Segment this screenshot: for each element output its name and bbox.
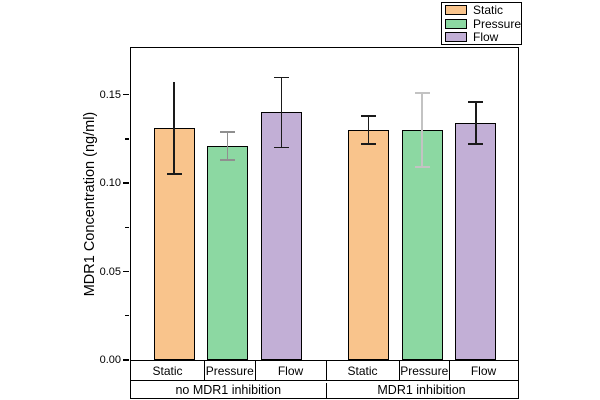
legend-label-flow: Flow [473,30,499,44]
category-cell-flow-group2: Flow [449,361,517,380]
pressure-bar-no-mdr1-inhibition [207,146,249,360]
flow-error-bar-mdr1-inhibition [475,101,477,145]
group-row: no MDR1 inhibition MDR1 inhibition [131,382,518,398]
pressure-error-bar-mdr1-inhibition [421,92,423,168]
category-cell-static-group2: Static [325,361,399,380]
legend-label-pressure: Pressure [473,16,522,31]
flow-error-cap-bottom-no-mdr1-inhibition [273,146,289,149]
legend-swatch-pressure [445,18,467,29]
y-minor-tick [125,138,129,140]
category-cell-flow-group1: Flow [254,361,326,380]
pressure-error-bar-no-mdr1-inhibition [226,131,229,161]
y-major-tick [122,270,129,273]
category-cell-pressure-group2: Pressure [398,361,450,380]
y-minor-tick [125,226,129,228]
flow-error-cap-bottom-mdr1-inhibition [468,143,484,145]
y-tick-label: 0.05 [99,265,121,278]
legend: Static Pressure Flow [441,2,522,45]
flow-error-cap-top-mdr1-inhibition [468,101,484,103]
y-major-tick [122,93,129,96]
y-major-tick [122,359,129,361]
y-major-tick [122,182,129,184]
category-cell-pressure-group1: Pressure [204,361,255,380]
static-error-cap-bottom-mdr1-inhibition [361,143,377,145]
y-minor-tick [125,315,129,317]
legend-swatch-flow [445,32,467,42]
y-tick-label: 0.10 [99,177,121,190]
group-cell-mdr1-inhibition: MDR1 inhibition [325,382,517,398]
legend-label-static: Static [473,3,504,17]
static-error-cap-bottom-no-mdr1-inhibition [166,173,182,175]
flow-bar-mdr1-inhibition [455,123,497,360]
y-tick-label: 0.15 [99,88,121,101]
pressure-error-cap-top-no-mdr1-inhibition [220,131,236,133]
plot-area: 0.00 0.05 0.10 0.15 [100,47,519,366]
static-error-bar-no-mdr1-inhibition [173,82,175,175]
legend-item-pressure: Pressure [445,16,522,31]
group-cell-no-mdr1-inhibition: no MDR1 inhibition [175,383,282,398]
y-tick-label: 0.00 [99,354,121,366]
legend-item-flow: Flow [445,30,521,44]
flow-bar-no-mdr1-inhibition [260,112,302,360]
flow-error-cap-top-no-mdr1-inhibition [273,76,289,79]
flow-error-bar-no-mdr1-inhibition [280,77,283,148]
static-bar-mdr1-inhibition [348,130,390,360]
pressure-error-cap-top-mdr1-inhibition [414,92,430,94]
legend-item-static: Static [445,3,521,17]
static-error-cap-top-mdr1-inhibition [361,115,377,117]
pressure-bar-mdr1-inhibition [401,130,443,360]
x-axis-table: Static Pressure Flow Static Pressure Flo… [130,360,519,399]
category-row: Static Pressure Flow Static Pressure Flo… [131,361,518,381]
legend-swatch-static [445,5,467,15]
pressure-error-cap-bottom-no-mdr1-inhibition [220,159,236,161]
static-error-bar-mdr1-inhibition [367,115,370,145]
pressure-error-cap-bottom-mdr1-inhibition [414,166,430,168]
category-cell-static-group1: Static [152,363,183,378]
